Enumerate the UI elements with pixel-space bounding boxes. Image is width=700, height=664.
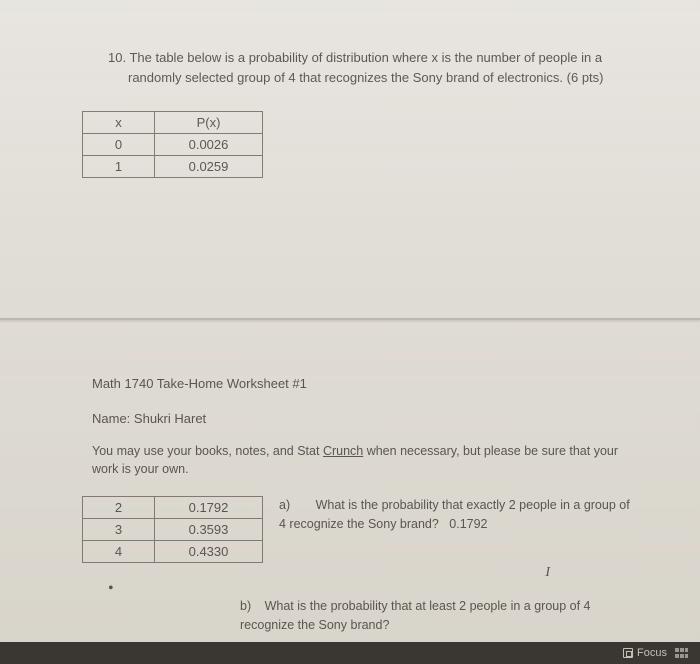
table-row: 4 0.4330 xyxy=(83,541,263,563)
instructions: You may use your books, notes, and Stat … xyxy=(92,442,630,478)
part-b-question: What is the probability that at least 2 … xyxy=(240,599,591,632)
cell-x: 2 xyxy=(83,497,155,519)
cell-x: 4 xyxy=(83,541,155,563)
part-b-label: b) xyxy=(240,599,251,613)
table-row: 2 0.1792 xyxy=(83,497,263,519)
instr-pre: You may use your books, notes, and Stat xyxy=(92,444,323,458)
part-a: a) What is the probability that exactly … xyxy=(279,496,660,534)
instr-underlined: Crunch xyxy=(323,444,363,458)
cell-px: 0.4330 xyxy=(155,541,263,563)
part-b: b) What is the probability that at least… xyxy=(240,597,660,635)
stray-dot: • xyxy=(108,580,114,598)
question-10: 10. The table below is a probability of … xyxy=(108,48,640,87)
part-a-answer: 0.1792 xyxy=(449,517,487,531)
name-line: Name: Shukri Haret xyxy=(92,411,660,426)
table-header-row: x P(x) xyxy=(83,112,263,134)
bottom-row: 2 0.1792 3 0.3593 4 0.4330 a) What is th… xyxy=(82,496,660,563)
focus-label: Focus xyxy=(637,647,667,659)
probability-table-top: x P(x) 0 0.0026 1 0.0259 xyxy=(82,111,263,178)
question-text-body: The table below is a probability of dist… xyxy=(128,50,603,85)
grid-icon xyxy=(675,648,688,658)
grid-view-button[interactable] xyxy=(675,648,688,658)
table-row: 1 0.0259 xyxy=(83,156,263,178)
cell-x: 0 xyxy=(83,134,155,156)
part-a-label: a) xyxy=(279,498,290,512)
page-top-region: 10. The table below is a probability of … xyxy=(0,0,700,198)
table-row: 3 0.3593 xyxy=(83,519,263,541)
cell-px: 0.0259 xyxy=(155,156,263,178)
header-px: P(x) xyxy=(155,112,263,134)
name-value: Shukri Haret xyxy=(134,411,206,426)
focus-button[interactable]: Focus xyxy=(623,647,667,659)
footer-bar: Focus xyxy=(0,642,700,664)
text-cursor: I xyxy=(545,565,550,581)
worksheet-header: Math 1740 Take-Home Worksheet #1 xyxy=(92,376,660,391)
table-row: 0 0.0026 xyxy=(83,134,263,156)
cell-x: 1 xyxy=(83,156,155,178)
cell-px: 0.1792 xyxy=(155,497,263,519)
question-number: 10. xyxy=(108,50,126,65)
header-x: x xyxy=(83,112,155,134)
cell-x: 3 xyxy=(83,519,155,541)
probability-table-bottom: 2 0.1792 3 0.3593 4 0.4330 xyxy=(82,496,263,563)
focus-icon xyxy=(623,648,633,658)
cell-px: 0.3593 xyxy=(155,519,263,541)
name-label: Name: xyxy=(92,411,130,426)
cell-px: 0.0026 xyxy=(155,134,263,156)
page-bottom-region: Math 1740 Take-Home Worksheet #1 Name: S… xyxy=(0,320,700,645)
